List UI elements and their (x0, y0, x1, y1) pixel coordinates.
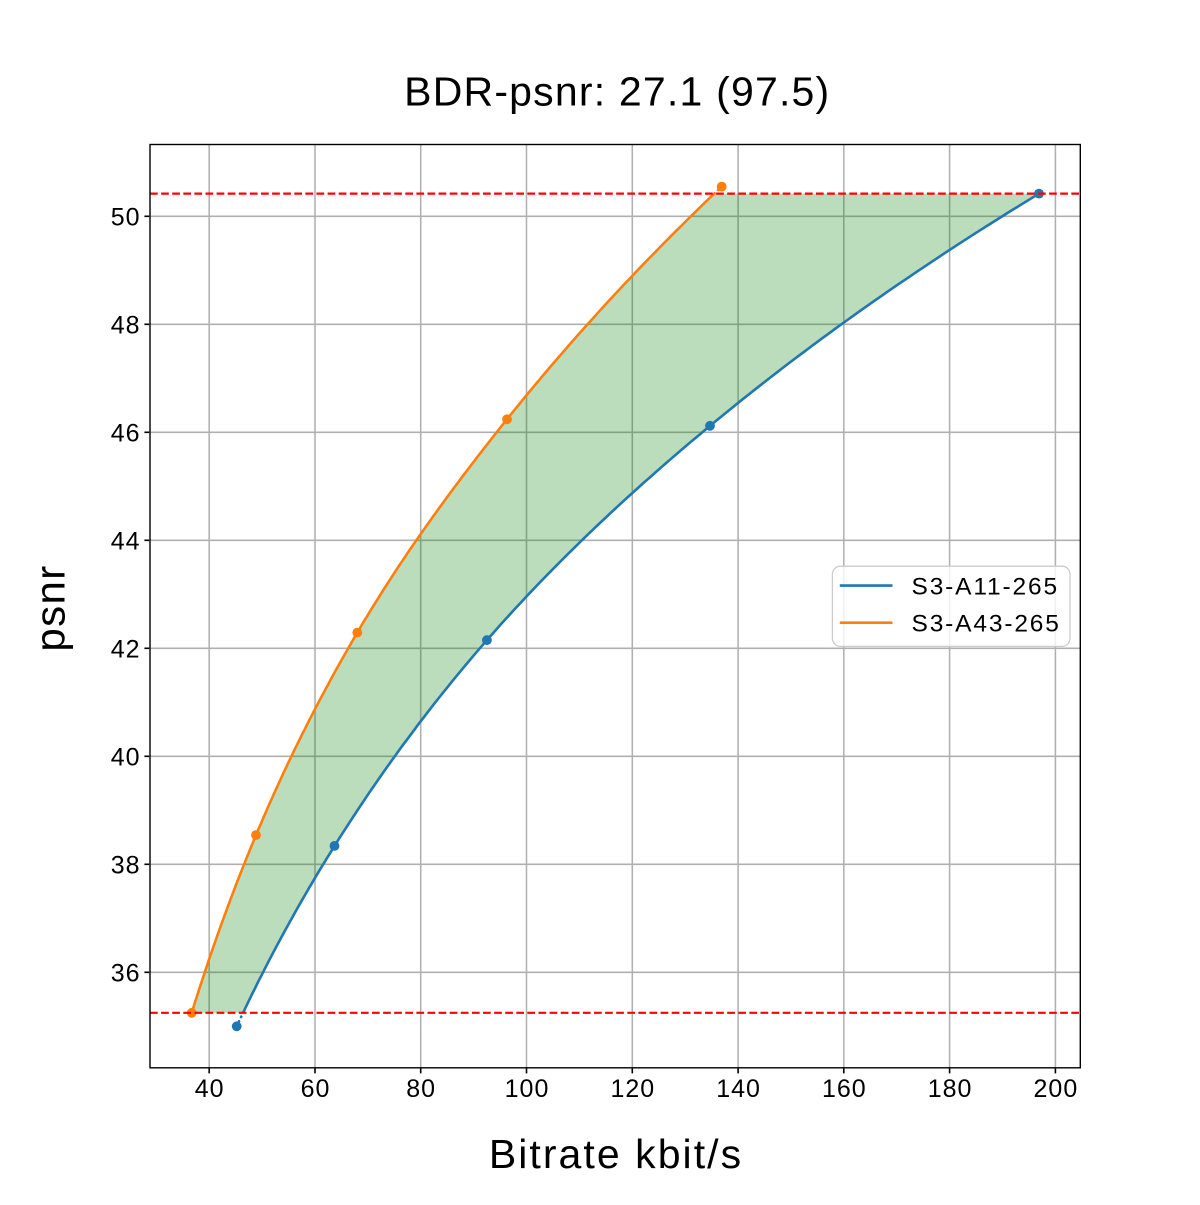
svg-text:36: 36 (111, 960, 141, 988)
svg-text:Bitrate kbit/s: Bitrate kbit/s (489, 1131, 743, 1177)
svg-text:200: 200 (1034, 1075, 1079, 1103)
svg-text:40: 40 (195, 1075, 225, 1103)
svg-text:psnr: psnr (26, 564, 73, 651)
svg-text:40: 40 (111, 744, 141, 772)
svg-text:S3-A11-265: S3-A11-265 (912, 574, 1059, 601)
svg-text:50: 50 (111, 204, 141, 232)
svg-text:60: 60 (301, 1075, 331, 1103)
svg-text:180: 180 (928, 1075, 973, 1103)
svg-text:140: 140 (716, 1075, 761, 1103)
svg-text:48: 48 (111, 312, 141, 340)
svg-text:46: 46 (111, 420, 141, 448)
svg-text:160: 160 (822, 1075, 867, 1103)
svg-text:BDR-psnr: 27.1 (97.5): BDR-psnr: 27.1 (97.5) (404, 69, 830, 115)
svg-text:120: 120 (610, 1075, 655, 1103)
svg-text:44: 44 (111, 528, 141, 556)
svg-text:100: 100 (505, 1075, 550, 1103)
svg-text:S3-A43-265: S3-A43-265 (912, 611, 1061, 638)
svg-text:80: 80 (406, 1075, 436, 1103)
svg-text:42: 42 (111, 636, 141, 664)
svg-text:38: 38 (111, 852, 141, 880)
